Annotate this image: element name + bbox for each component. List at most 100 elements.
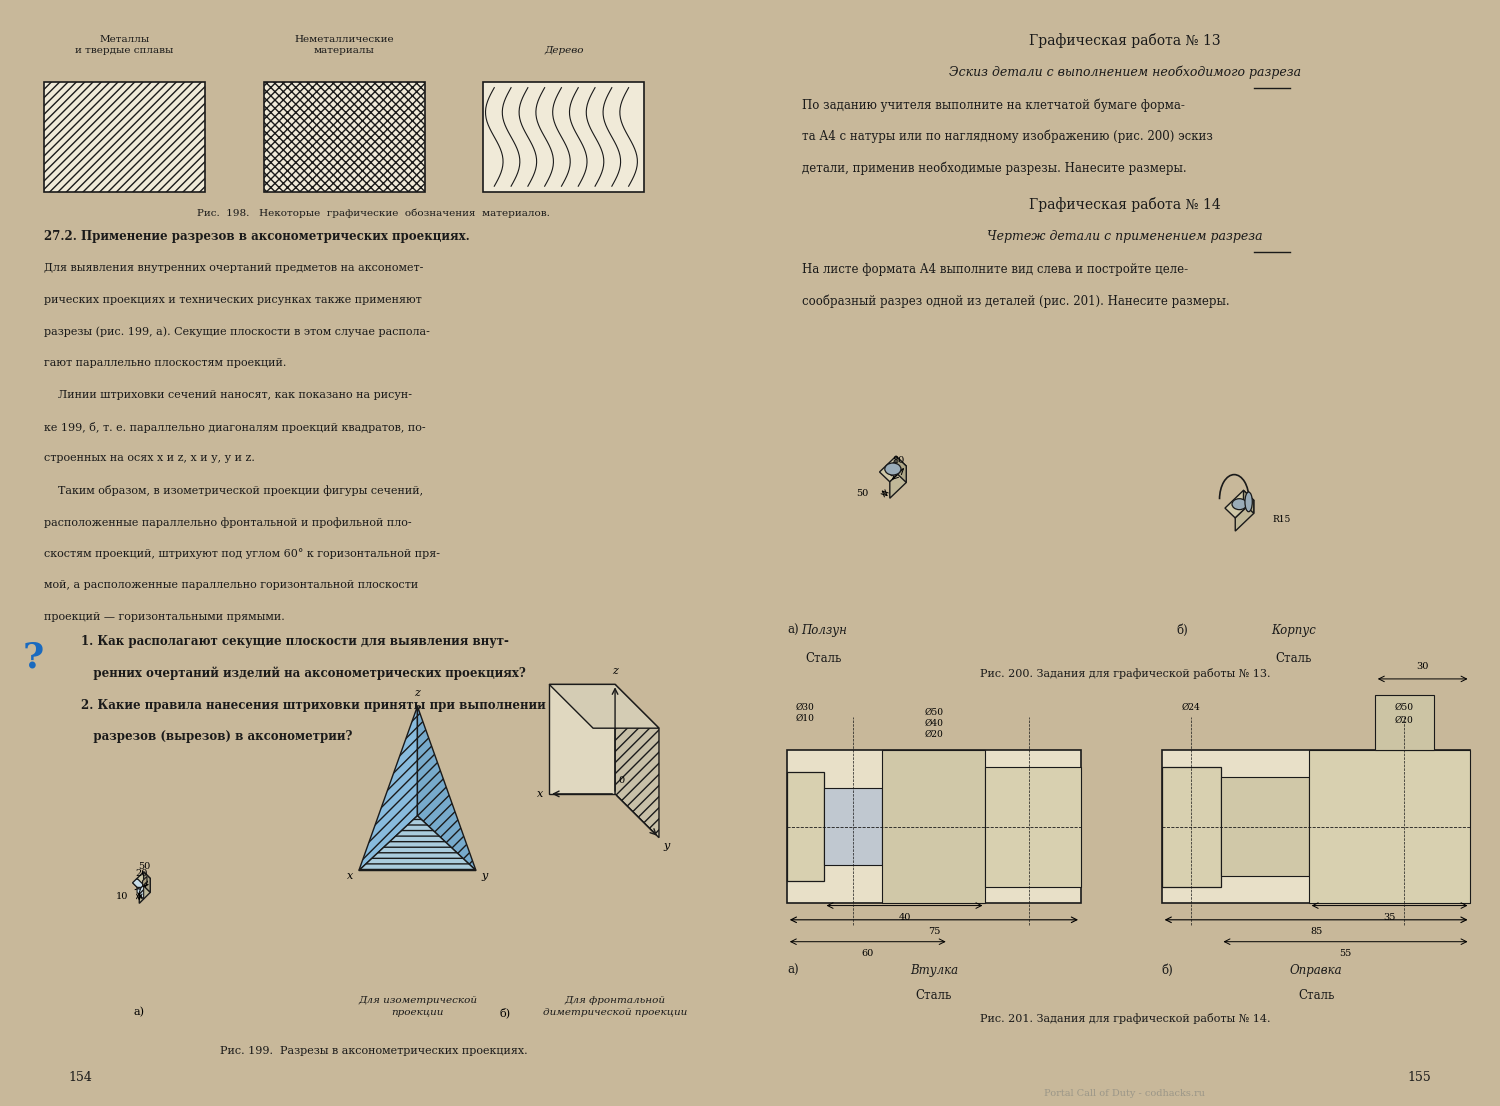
Text: ренних очертаний изделий на аксонометрических проекциях?: ренних очертаний изделий на аксонометрич… (81, 667, 525, 680)
Bar (1161, 750, 1470, 904)
Polygon shape (896, 456, 906, 482)
Text: Ø20: Ø20 (924, 730, 944, 739)
Polygon shape (358, 707, 417, 870)
Polygon shape (879, 456, 906, 482)
Text: Рис. 201. Задания для графической работы № 14.: Рис. 201. Задания для графической работы… (980, 1013, 1270, 1024)
Text: x: x (537, 789, 543, 799)
Text: 50: 50 (138, 862, 152, 870)
Text: Графическая работа № 13: Графическая работа № 13 (1029, 33, 1221, 48)
Text: x: x (346, 872, 352, 881)
Text: 27.2. Применение разрезов в аксонометрических проекциях.: 27.2. Применение разрезов в аксонометрич… (44, 230, 469, 243)
Text: Дерево: Дерево (544, 45, 584, 55)
Text: рических проекциях и технических рисунках также применяют: рических проекциях и технических рисунка… (44, 294, 422, 304)
Polygon shape (417, 707, 476, 870)
Bar (44, 82, 206, 191)
Polygon shape (358, 816, 476, 870)
Text: та А4 с натуры или по наглядному изображению (рис. 200) эскиз: та А4 с натуры или по наглядному изображ… (801, 129, 1212, 144)
Text: Ползун: Ползун (801, 624, 846, 637)
Text: 154: 154 (69, 1071, 93, 1084)
Text: Эскиз детали с выполнением необходимого разреза: Эскиз детали с выполнением необходимого … (950, 65, 1300, 80)
Polygon shape (1226, 490, 1254, 518)
Text: ?: ? (22, 640, 44, 675)
Text: гают параллельно плоскостям проекций.: гают параллельно плоскостям проекций. (44, 358, 286, 368)
Text: Рис.  198.   Некоторые  графические  обозначения  материалов.: Рис. 198. Некоторые графические обозначе… (196, 208, 550, 218)
Text: 85: 85 (1310, 928, 1322, 937)
Text: б): б) (500, 1008, 512, 1019)
Text: 35: 35 (1383, 914, 1396, 922)
Text: 155: 155 (1407, 1071, 1431, 1084)
Text: 50: 50 (856, 489, 868, 498)
Text: Графическая работа № 14: Графическая работа № 14 (1029, 197, 1221, 212)
Text: Корпус: Корпус (1272, 624, 1317, 637)
Text: скостям проекций, штрихуют под углом 60° к горизонтальной пря-: скостям проекций, штрихуют под углом 60°… (44, 549, 439, 560)
Text: проекций — горизонтальными прямыми.: проекций — горизонтальными прямыми. (44, 612, 285, 623)
Text: б): б) (1161, 963, 1173, 977)
Text: z: z (414, 688, 420, 698)
Text: ке 199, б, т. е. параллельно диагоналям проекций квадратов, по-: ке 199, б, т. е. параллельно диагоналям … (44, 421, 426, 432)
Text: R15: R15 (1272, 514, 1290, 523)
Text: 0: 0 (618, 776, 626, 785)
Bar (264, 82, 424, 191)
Text: строенных на осях х и z, х и у, у и z.: строенных на осях х и z, х и у, у и z. (44, 453, 255, 463)
Text: детали, применив необходимые разрезы. Нанесите размеры.: детали, применив необходимые разрезы. На… (801, 161, 1186, 175)
Text: 55: 55 (1340, 949, 1352, 959)
Ellipse shape (1232, 499, 1246, 510)
Text: Ø40: Ø40 (924, 719, 944, 728)
Text: 60: 60 (861, 949, 874, 959)
Text: 75: 75 (927, 928, 940, 937)
Text: Сталь: Сталь (1298, 989, 1335, 1002)
Text: мой, а расположенные параллельно горизонтальной плоскости: мой, а расположенные параллельно горизон… (44, 581, 418, 591)
Text: 10: 10 (116, 891, 129, 901)
Text: 1. Как располагают секущие плоскости для выявления внут-: 1. Как располагают секущие плоскости для… (81, 635, 509, 648)
Text: z: z (612, 666, 618, 676)
Text: Для фронтальной
диметрической проекции: Для фронтальной диметрической проекции (543, 997, 687, 1018)
Text: 30: 30 (1416, 662, 1430, 671)
Text: Ø20: Ø20 (1395, 716, 1413, 724)
Text: y: y (482, 872, 488, 881)
Text: расположенные параллельно фронтальной и профильной пло-: расположенные параллельно фронтальной и … (44, 517, 411, 528)
Text: Ø10: Ø10 (796, 713, 814, 722)
Text: Ø50: Ø50 (1395, 702, 1414, 712)
Bar (788, 772, 824, 881)
Polygon shape (885, 462, 900, 476)
Text: Portal Call of Duty - codhacks.ru: Portal Call of Duty - codhacks.ru (1044, 1089, 1206, 1098)
Bar (882, 750, 986, 904)
Text: 40: 40 (898, 914, 910, 922)
Text: Сталь: Сталь (915, 989, 952, 1002)
Text: Ø24: Ø24 (1182, 702, 1200, 712)
Polygon shape (136, 878, 144, 899)
Text: Металлы
и твердые сплавы: Металлы и твердые сплавы (75, 34, 174, 55)
Bar (1308, 750, 1470, 904)
Text: б): б) (1176, 624, 1188, 637)
Text: Втулка: Втулка (910, 963, 958, 977)
Text: Линии штриховки сечений наносят, как показано на рисун-: Линии штриховки сечений наносят, как пок… (44, 389, 413, 400)
Text: сообразный разрез одной из деталей (рис. 201). Нанесите размеры.: сообразный разрез одной из деталей (рис.… (801, 294, 1228, 307)
Ellipse shape (1245, 492, 1252, 512)
Text: Ø30: Ø30 (796, 702, 814, 712)
Polygon shape (615, 685, 658, 837)
Polygon shape (1236, 500, 1254, 531)
Polygon shape (132, 878, 144, 889)
Bar (824, 789, 882, 865)
Text: Сталь: Сталь (1276, 651, 1312, 665)
Polygon shape (549, 685, 615, 794)
Text: Рис. 200. Задания для графической работы № 13.: Рис. 200. Задания для графической работы… (980, 668, 1270, 679)
Text: Чертеж детали с применением разреза: Чертеж детали с применением разреза (987, 230, 1263, 243)
Polygon shape (142, 876, 147, 886)
Text: а): а) (788, 963, 798, 977)
Bar (986, 766, 1082, 887)
Polygon shape (890, 466, 906, 498)
Text: разрезов (вырезов) в аксонометрии?: разрезов (вырезов) в аксонометрии? (81, 730, 352, 743)
Text: По заданию учителя выполните на клетчатой бумаге форма-: По заданию учителя выполните на клетчато… (801, 98, 1185, 112)
Text: На листе формата А4 выполните вид слева и постройте целе-: На листе формата А4 выполните вид слева … (801, 263, 1188, 275)
Bar (483, 82, 645, 191)
Text: разрезы (рис. 199, а). Секущие плоскости в этом случае распола-: разрезы (рис. 199, а). Секущие плоскости… (44, 326, 430, 337)
Polygon shape (1244, 490, 1254, 513)
Polygon shape (144, 872, 150, 893)
Text: Таким образом, в изометрической проекции фигуры сечений,: Таким образом, в изометрической проекции… (44, 486, 423, 497)
Text: 80: 80 (892, 456, 904, 466)
Bar (788, 750, 1082, 904)
Text: Ø50: Ø50 (924, 708, 944, 718)
Ellipse shape (885, 463, 902, 476)
Text: а): а) (134, 1008, 146, 1018)
